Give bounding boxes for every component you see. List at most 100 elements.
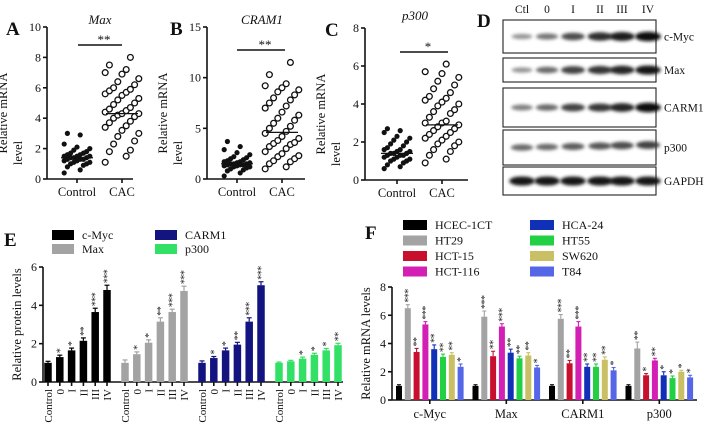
data-point (400, 143, 406, 149)
y-tick-label: 10 (29, 20, 41, 34)
bar (678, 371, 685, 400)
significance-stars: * (144, 333, 155, 338)
data-point (425, 151, 433, 159)
lane-label: III (616, 4, 628, 16)
bar (103, 290, 111, 382)
protein-band (609, 32, 635, 41)
significance-stars: * (668, 369, 679, 374)
protein-band (511, 67, 533, 73)
bar (44, 362, 52, 382)
significance-stars: *** (497, 308, 508, 322)
legend-swatch (530, 235, 554, 246)
y-tick-label: 0 (35, 172, 41, 186)
protein-band (510, 144, 534, 151)
data-point (122, 66, 130, 74)
data-point (126, 53, 134, 61)
legend-swatch (155, 230, 177, 240)
data-point (438, 98, 446, 106)
legend-swatch (530, 266, 554, 277)
data-point (261, 82, 269, 90)
bar (634, 348, 641, 400)
legend-swatch (403, 220, 427, 230)
data-point (391, 137, 397, 143)
panel-label: F (365, 223, 377, 244)
data-point (291, 138, 299, 147)
protein-band (509, 176, 535, 186)
bar (516, 358, 523, 400)
y-tick-label: 0 (353, 173, 359, 187)
legend-label: HCT-116 (435, 265, 479, 279)
y-tick-label: 8 (35, 50, 41, 64)
significance-stars: ** (98, 32, 111, 47)
x-tick-label: Control (120, 389, 132, 423)
protein-band (511, 104, 533, 111)
bar (67, 350, 76, 382)
protein-label: Max (664, 65, 685, 77)
data-point (122, 152, 130, 160)
data-point (451, 81, 459, 89)
data-point (394, 133, 400, 139)
x-tick-label: Control (58, 185, 97, 199)
data-point (221, 173, 227, 179)
y-tick-label: 2 (380, 365, 386, 379)
data-point (114, 132, 122, 140)
significance-stars: ** (233, 331, 244, 341)
data-point (265, 99, 273, 107)
x-tick-label: Control (274, 389, 286, 423)
protein-label: p300 (664, 143, 687, 155)
protein-band (587, 103, 613, 112)
legend-swatch (403, 251, 427, 261)
data-point (131, 137, 139, 145)
lane-label: I (571, 4, 575, 16)
data-point (231, 154, 237, 160)
protein-band (534, 176, 560, 186)
data-point (425, 130, 433, 138)
data-point (438, 136, 446, 144)
bar (669, 378, 676, 400)
significance-stars: * (322, 341, 333, 346)
protein-band (635, 176, 661, 186)
data-point (430, 146, 438, 154)
protein-band (587, 65, 613, 75)
data-point (270, 94, 278, 102)
data-point (131, 99, 139, 107)
protein-band (635, 65, 661, 75)
y-tick-label: 6 (35, 81, 41, 95)
significance-stars: *** (556, 299, 567, 313)
data-point (234, 150, 240, 156)
data-point (105, 148, 113, 156)
significance-stars: * (298, 350, 309, 355)
protein-band (561, 143, 585, 150)
y-axis-label: Relative mRNA (0, 73, 10, 154)
significance-stars: * (533, 358, 544, 363)
data-point (77, 132, 83, 138)
bar (490, 356, 497, 400)
protein-band (560, 176, 586, 186)
data-point (110, 100, 118, 109)
x-tick-label: IV (333, 389, 345, 401)
panel-label: A (6, 19, 20, 40)
y-tick-label: 0 (380, 393, 386, 407)
data-point (451, 106, 459, 114)
bar (651, 360, 658, 400)
significance-stars: * (659, 365, 670, 370)
data-point (274, 136, 282, 145)
data-point (131, 81, 139, 89)
data-point (291, 116, 299, 124)
data-point (442, 117, 450, 125)
data-point (126, 146, 134, 154)
data-point (421, 96, 429, 104)
data-point (384, 145, 390, 151)
protein-band (536, 33, 558, 40)
bar (498, 326, 505, 400)
data-point (397, 147, 403, 153)
bar (210, 358, 218, 382)
data-point (278, 132, 286, 140)
data-point (397, 128, 403, 134)
bar (413, 351, 420, 400)
bar (660, 375, 667, 400)
significance-stars: *** (180, 270, 191, 284)
data-point (451, 142, 459, 150)
